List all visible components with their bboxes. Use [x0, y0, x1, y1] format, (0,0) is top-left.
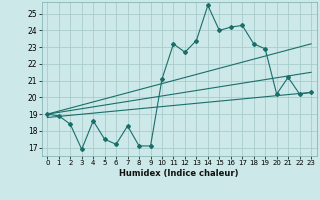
X-axis label: Humidex (Indice chaleur): Humidex (Indice chaleur) [119, 169, 239, 178]
